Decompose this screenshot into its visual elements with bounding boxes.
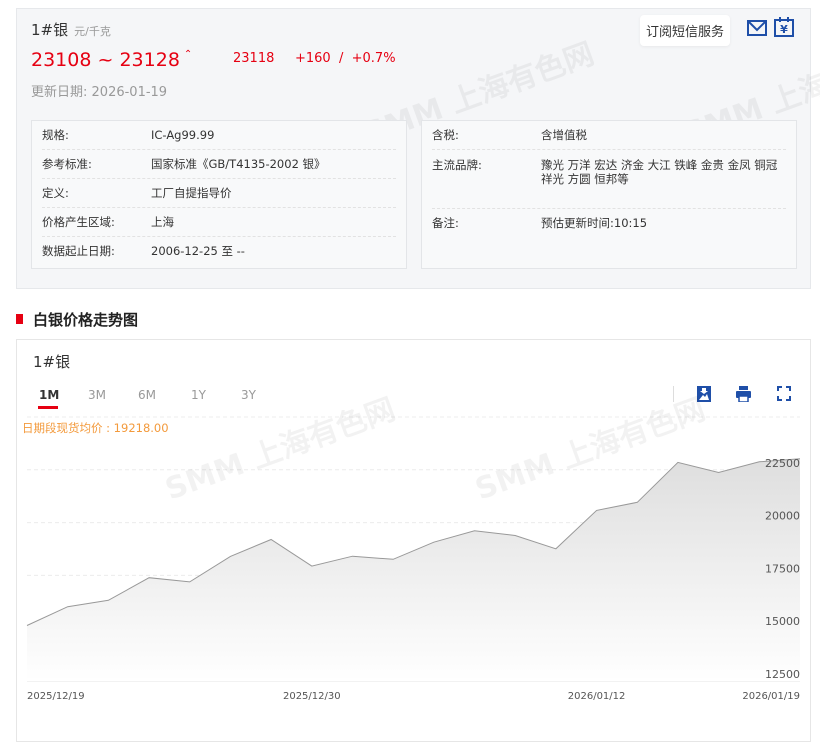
data-point[interactable] bbox=[351, 555, 354, 558]
data-point[interactable] bbox=[595, 509, 598, 512]
info-row: 数据起止日期: 2006-12-25 至 -- bbox=[42, 244, 245, 258]
tab-1y[interactable]: 1Y bbox=[191, 388, 206, 402]
tab-1m[interactable]: 1M bbox=[39, 388, 60, 402]
watermark: SMM 上海有色网 bbox=[161, 392, 400, 508]
data-point[interactable] bbox=[188, 580, 191, 583]
data-point[interactable] bbox=[554, 547, 557, 550]
tab-3m[interactable]: 3M bbox=[88, 388, 106, 402]
info-row: 主流品牌: 豫光 万洋 宏达 济金 大江 铁峰 金贵 金凤 铜冠 祥光 方圆 恒邦… bbox=[432, 150, 786, 209]
data-point[interactable] bbox=[148, 576, 151, 579]
info-row: 参考标准: 国家标准《GB/T4135-2002 银》 bbox=[42, 150, 396, 179]
data-point[interactable] bbox=[66, 605, 69, 608]
x-tick-label: 2026/01/12 bbox=[568, 691, 626, 702]
info-table-left: 规格: IC-Ag99.99 参考标准: 国家标准《GB/T4135-2002 银》… bbox=[31, 120, 407, 269]
data-point[interactable] bbox=[432, 541, 435, 544]
average-price-annotation: 日期段现货均价 : 19218.00 bbox=[22, 421, 169, 435]
data-point[interactable] bbox=[758, 460, 761, 463]
data-point[interactable] bbox=[229, 555, 232, 558]
price-change: +160 / +0.7% bbox=[295, 51, 396, 66]
x-tick-label: 2025/12/19 bbox=[27, 691, 85, 702]
toolbar-divider bbox=[673, 386, 674, 402]
data-point[interactable] bbox=[26, 624, 29, 627]
data-point[interactable] bbox=[107, 599, 110, 602]
data-point[interactable] bbox=[514, 534, 517, 537]
tab-6m[interactable]: 6M bbox=[138, 388, 156, 402]
price-line bbox=[26, 458, 801, 626]
section-marker bbox=[16, 314, 23, 324]
fullscreen-icon[interactable] bbox=[777, 386, 791, 401]
tab-3y[interactable]: 3Y bbox=[241, 388, 256, 402]
data-point[interactable] bbox=[676, 461, 679, 464]
chart-card: 1#银 1M 3M 6M 1Y 3Y bbox=[16, 339, 811, 742]
y-tick-label: 17500 bbox=[765, 562, 800, 575]
mail-icon[interactable] bbox=[747, 20, 767, 36]
chart-title: 1#银 bbox=[33, 353, 71, 371]
x-tick-label: 2026/01/19 bbox=[742, 691, 800, 702]
y-tick-label: 12500 bbox=[765, 668, 800, 681]
download-image-icon[interactable] bbox=[697, 386, 711, 402]
price-summary-panel: 1#银 元/千克 23108 ~ 23128 ⌃ 23118 +160 / +0.7… bbox=[16, 8, 820, 289]
y-tick-label: 22500 bbox=[765, 457, 800, 470]
data-point[interactable] bbox=[717, 471, 720, 474]
price-area bbox=[27, 458, 800, 681]
data-point[interactable] bbox=[473, 529, 476, 532]
x-tick-label: 2025/12/30 bbox=[283, 691, 341, 702]
y-tick-label: 20000 bbox=[765, 510, 800, 523]
print-icon[interactable] bbox=[736, 386, 751, 402]
unit-label: 元/千克 bbox=[74, 25, 111, 38]
info-table-right: 含税: 含增值税 主流品牌: 豫光 万洋 宏达 济金 大江 铁峰 金贵 金凤 铜冠 … bbox=[421, 120, 797, 269]
section-title: 白银价格走势图 bbox=[16, 309, 138, 330]
subscribe-sms-button[interactable]: 订阅短信服务 bbox=[640, 15, 731, 46]
mid-price: 23118 bbox=[233, 51, 275, 66]
info-row: 定义: 工厂自提指导价 bbox=[42, 179, 396, 208]
calendar-price-icon[interactable]: ¥ bbox=[774, 17, 794, 37]
update-date: 更新日期: 2026-01-19 bbox=[31, 85, 168, 100]
product-title: 1#银 元/千克 bbox=[31, 21, 111, 39]
price-range: 23108 ~ 23128 ⌃ bbox=[31, 49, 193, 71]
info-row: 含税: 含增值税 bbox=[432, 121, 786, 150]
data-point[interactable] bbox=[392, 558, 395, 561]
data-point[interactable] bbox=[310, 565, 313, 568]
info-row: 价格产生区域: 上海 bbox=[42, 208, 396, 237]
info-row: 备注: 预估更新时间:10:15 bbox=[432, 216, 648, 230]
svg-text:¥: ¥ bbox=[780, 23, 788, 36]
data-point[interactable] bbox=[270, 538, 273, 541]
data-point[interactable] bbox=[636, 501, 639, 504]
info-row: 规格: IC-Ag99.99 bbox=[42, 121, 396, 150]
active-tab-indicator bbox=[38, 406, 58, 409]
up-arrow-icon: ⌃ bbox=[183, 49, 193, 60]
y-tick-label: 15000 bbox=[765, 615, 800, 628]
